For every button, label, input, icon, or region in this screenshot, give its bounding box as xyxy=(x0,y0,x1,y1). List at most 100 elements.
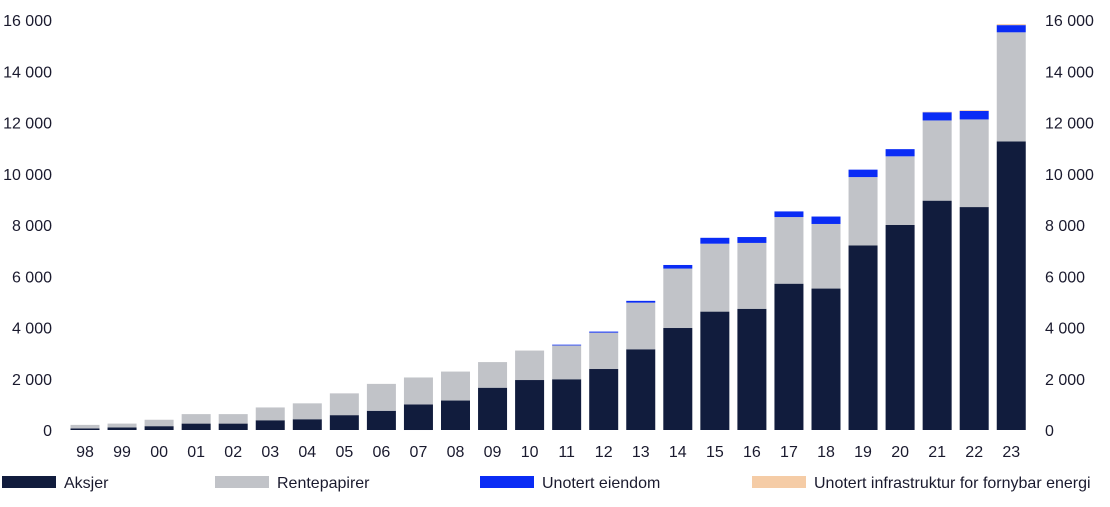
y-tick-label-left: 6 000 xyxy=(12,269,52,286)
x-tick-label: 20 xyxy=(891,444,909,461)
x-tick-label: 08 xyxy=(447,444,465,461)
bar-rentepapirer-12 xyxy=(589,332,619,370)
x-tick-label: 10 xyxy=(521,444,539,461)
x-tick-label: 09 xyxy=(484,444,502,461)
bar-aksjer-10 xyxy=(515,380,545,430)
bar-rentepapirer-05 xyxy=(329,393,359,416)
bar-unotert-eiendom-13 xyxy=(626,300,656,303)
y-tick-label-left: 14 000 xyxy=(3,64,52,81)
bar-aksjer-05 xyxy=(329,415,359,430)
bar-aksjer-07 xyxy=(403,404,433,431)
bar-aksjer-03 xyxy=(255,420,285,430)
bar-rentepapirer-16 xyxy=(737,242,767,309)
x-tick-label: 21 xyxy=(928,444,946,461)
bar-aksjer-08 xyxy=(441,400,470,430)
bar-aksjer-19 xyxy=(848,245,878,430)
legend-item-unotert-eiendom: Unotert eiendom xyxy=(480,475,660,492)
x-tick-label: 00 xyxy=(150,444,168,461)
bar-aksjer-23 xyxy=(996,141,1026,430)
x-tick-label: 03 xyxy=(261,444,279,461)
x-tick-label: 19 xyxy=(854,444,872,461)
y-tick-label-right: 16 000 xyxy=(1045,13,1094,30)
bar-unotert-eiendom-16 xyxy=(737,237,767,243)
bar-rentepapirer-00 xyxy=(144,419,174,427)
bar-aksjer-01 xyxy=(181,423,211,430)
x-tick-label: 14 xyxy=(669,444,687,461)
bar-rentepapirer-10 xyxy=(515,350,545,381)
bar-unotert-infrastruktur-for-fornybar-energi-22 xyxy=(959,110,989,111)
bar-unotert-eiendom-14 xyxy=(663,264,693,269)
legend-swatch xyxy=(2,476,56,488)
legend-label: Unotert eiendom xyxy=(542,475,660,492)
bar-unotert-eiendom-15 xyxy=(700,237,730,244)
legend: Aksjer Rentepapirer Unotert eiendom Unotert… xyxy=(2,475,1091,492)
x-tick-label: 98 xyxy=(76,444,94,461)
legend-swatch xyxy=(752,476,806,488)
bar-aksjer-14 xyxy=(663,328,693,430)
bar-aksjer-13 xyxy=(626,349,656,430)
bar-rentepapirer-18 xyxy=(811,223,841,289)
bar-aksjer-17 xyxy=(774,283,804,430)
x-tick-label: 06 xyxy=(373,444,391,461)
bar-rentepapirer-98 xyxy=(70,424,100,429)
bar-aksjer-02 xyxy=(218,423,248,430)
x-tick-label: 22 xyxy=(965,444,983,461)
x-tick-label: 15 xyxy=(706,444,724,461)
y-tick-label-right: 0 xyxy=(1045,423,1054,440)
bar-rentepapirer-13 xyxy=(626,302,656,350)
x-tick-label: 16 xyxy=(743,444,761,461)
bar-rentepapirer-04 xyxy=(292,403,322,420)
bar-aksjer-11 xyxy=(552,379,582,430)
bar-unotert-infrastruktur-for-fornybar-energi-23 xyxy=(996,24,1026,26)
bar-unotert-eiendom-17 xyxy=(774,211,804,218)
legend-swatch xyxy=(215,476,269,488)
y-tick-label-right: 2 000 xyxy=(1045,372,1085,389)
bar-rentepapirer-06 xyxy=(366,383,396,411)
bar-aksjer-21 xyxy=(922,200,952,430)
bar-unotert-eiendom-21 xyxy=(922,112,952,121)
y-tick-label-right: 4 000 xyxy=(1045,321,1085,338)
y-tick-label-right: 10 000 xyxy=(1045,167,1094,184)
y-tick-label-left: 0 xyxy=(43,423,52,440)
bar-aksjer-99 xyxy=(107,427,137,430)
bar-rentepapirer-11 xyxy=(552,345,582,380)
bar-aksjer-00 xyxy=(144,426,174,430)
legend-label: Rentepapirer xyxy=(277,475,370,492)
y-tick-label-left: 10 000 xyxy=(3,167,52,184)
bar-rentepapirer-01 xyxy=(181,414,211,424)
legend-swatch xyxy=(480,476,534,488)
bar-rentepapirer-99 xyxy=(107,423,137,428)
bar-unotert-eiendom-19 xyxy=(848,169,878,178)
x-tick-label: 12 xyxy=(595,444,613,461)
x-tick-label: 11 xyxy=(558,444,575,461)
legend-item-rentepapirer: Rentepapirer xyxy=(215,475,370,492)
bar-rentepapirer-20 xyxy=(885,156,915,225)
bar-aksjer-98 xyxy=(70,428,100,430)
x-tick-label: 13 xyxy=(632,444,650,461)
x-tick-label: 23 xyxy=(1002,444,1020,461)
bar-rentepapirer-15 xyxy=(700,243,730,312)
bar-rentepapirer-08 xyxy=(441,371,470,401)
bar-unotert-eiendom-22 xyxy=(959,110,989,120)
x-tick-label: 02 xyxy=(224,444,242,461)
legend-label: Unotert infrastruktur for fornybar energ… xyxy=(814,475,1091,492)
legend-label: Aksjer xyxy=(64,475,109,492)
bars-layer xyxy=(70,24,1026,431)
y-tick-label-right: 6 000 xyxy=(1045,269,1085,286)
bar-aksjer-09 xyxy=(478,387,508,430)
bar-unotert-infrastruktur-for-fornybar-energi-21 xyxy=(922,111,952,113)
legend-item-aksjer: Aksjer xyxy=(2,475,109,492)
bar-aksjer-22 xyxy=(959,207,989,430)
bar-rentepapirer-19 xyxy=(848,177,878,246)
x-tick-label: 01 xyxy=(187,444,205,461)
bar-unotert-eiendom-23 xyxy=(996,25,1026,33)
bar-rentepapirer-02 xyxy=(218,414,248,424)
y-tick-label-right: 14 000 xyxy=(1045,64,1094,81)
y-tick-label-left: 4 000 xyxy=(12,321,52,338)
bar-rentepapirer-17 xyxy=(774,217,804,284)
bar-aksjer-04 xyxy=(292,419,322,430)
bar-aksjer-20 xyxy=(885,225,915,430)
bar-unotert-eiendom-18 xyxy=(811,216,841,224)
